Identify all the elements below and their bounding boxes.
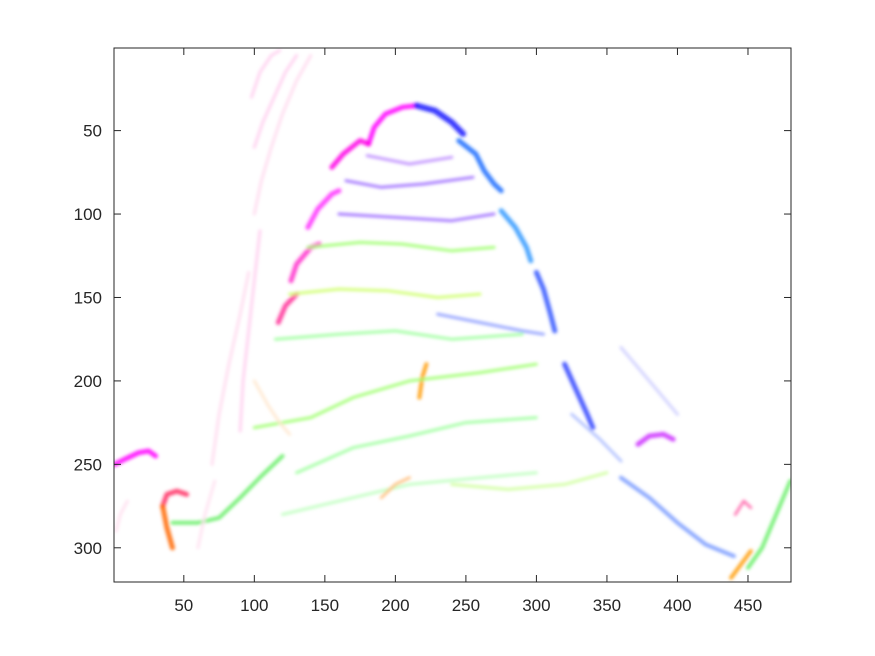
image-edge-stroke	[275, 291, 300, 325]
axes-box	[113, 47, 792, 583]
image-edge-stroke	[238, 229, 262, 433]
y-tick-labels: 50 100 150 200 250 300	[74, 122, 102, 558]
image-edge-stroke	[733, 499, 753, 516]
image-edge-stroke	[250, 49, 282, 99]
image-edge-stroke	[746, 479, 791, 570]
image-edge-stroke	[288, 287, 482, 299]
x-tick-label: 100	[240, 596, 268, 615]
image-edge-stroke	[306, 240, 496, 253]
y-tick-label: 200	[74, 372, 102, 391]
image-edge-stroke	[196, 479, 217, 550]
x-tick-label: 150	[311, 596, 339, 615]
y-tick-label: 300	[74, 539, 102, 558]
tick-marks	[114, 48, 791, 582]
image-edge-stroke	[562, 361, 596, 431]
y-tick-label: 50	[83, 122, 102, 141]
x-tick-label: 350	[593, 596, 621, 615]
image-edge-stroke	[160, 503, 175, 551]
image-edge-stroke	[365, 154, 454, 166]
image-edge-stroke	[337, 212, 496, 223]
image-edge-stroke	[533, 269, 558, 334]
image-edge-stroke	[498, 208, 534, 264]
y-tick-label: 250	[74, 455, 102, 474]
image-edge-stroke	[570, 412, 623, 463]
image-edge-stroke	[114, 499, 129, 533]
image-edge-stroke	[160, 488, 190, 509]
y-tick-label: 150	[74, 288, 102, 307]
image-edge-stroke	[252, 54, 299, 149]
image-layer	[114, 49, 791, 580]
image-edge-stroke	[619, 475, 736, 559]
image-edge-stroke	[252, 379, 292, 436]
x-tick-label: 450	[734, 596, 762, 615]
image-edge-stroke	[413, 102, 467, 137]
image-edge-stroke	[344, 175, 475, 189]
x-tick-label: 50	[174, 596, 193, 615]
x-tick-label: 200	[381, 596, 409, 615]
image-edge-stroke	[729, 549, 753, 580]
y-tick-label: 100	[74, 205, 102, 224]
image-edge-stroke	[252, 362, 538, 430]
axes-background	[114, 48, 791, 582]
image-edge-stroke	[170, 454, 285, 525]
image-edge-stroke	[619, 346, 679, 416]
image-edge-stroke	[379, 476, 411, 500]
image-edge-stroke	[436, 312, 545, 336]
image-edge-stroke	[114, 448, 159, 467]
image-edge-stroke	[295, 416, 538, 475]
image-edge-stroke	[305, 188, 342, 230]
image-edge-stroke	[417, 362, 429, 400]
image-edge-stroke	[210, 270, 251, 466]
image-edge-stroke	[281, 471, 538, 516]
x-tick-label: 300	[522, 596, 550, 615]
image-edge-stroke	[456, 138, 504, 194]
image-edge-stroke	[366, 103, 419, 147]
image-edge-stroke	[274, 329, 524, 341]
image-edge-stroke	[635, 431, 676, 447]
image-edge-stroke	[450, 471, 609, 491]
x-tick-label: 250	[452, 596, 480, 615]
image-edge-stroke	[329, 138, 372, 170]
x-tick-label: 400	[663, 596, 691, 615]
image-edge-stroke	[252, 54, 313, 216]
x-tick-labels: 50 100 150 200 250 300 350 400 450	[174, 596, 762, 615]
